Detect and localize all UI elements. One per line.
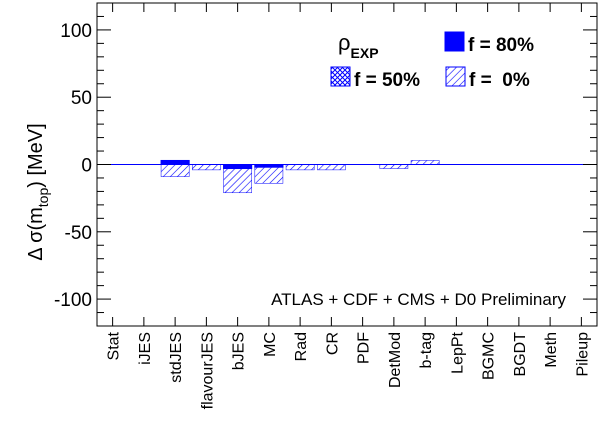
bar-diagonal-bjes [223, 164, 252, 194]
legend-rho-sub: EXP [351, 45, 379, 61]
legend-label-f80: f = 80% [468, 35, 534, 56]
bar-solid-stdjes [160, 159, 190, 165]
x-axis: Stat iJES stdJES flavourJES bJES MC Rad CR PDF De… [106, 3, 591, 409]
y-axis-title: Δ σ(mtop) [MeV] [25, 123, 51, 260]
bar-diagonal-rad [285, 164, 315, 171]
x-category-label: CR [324, 332, 341, 355]
y-tick-label: -100 [54, 290, 92, 311]
y-tick-label: -50 [65, 223, 92, 244]
y-axis-title-prefix: Δ σ(m [25, 207, 47, 260]
x-category-label: BGMC [481, 332, 498, 380]
legend-rho: ρEXP [338, 30, 379, 61]
legend-label-f50: f = 50% [354, 70, 420, 91]
legend-label-f0: f = 0% [469, 70, 530, 91]
bar-diagonal-cr [317, 164, 346, 171]
legend-swatch-f0 [445, 66, 466, 87]
x-category-label: DetMod [387, 332, 404, 388]
y-tick-label: 100 [60, 21, 92, 42]
x-category-label: Pileup [574, 332, 591, 377]
y-axis-title-sub: top [35, 188, 51, 208]
y-tick-label: 0 [81, 156, 92, 177]
bar-diagonal-stdjes [160, 164, 190, 177]
x-category-label: stdJES [168, 332, 185, 383]
legend: ρEXP f = 80% f = 50% f = 0% [330, 30, 534, 91]
x-category-label: BGDT [512, 332, 529, 377]
x-category-label: LepPt [449, 331, 466, 373]
legend-swatch-f50 [330, 66, 351, 87]
y-axis: 100 50 0 -50 -100 [54, 2, 597, 327]
legend-rho-symbol: ρ [338, 30, 351, 55]
x-category-label: Meth [543, 332, 560, 368]
y-tick-label: 50 [71, 88, 92, 109]
y-axis-title-suffix: ) [MeV] [25, 123, 47, 187]
bar-diagonal-detmod [379, 164, 409, 169]
x-category-label: b-tag [418, 332, 435, 368]
legend-swatch-f80 [444, 31, 465, 52]
x-category-label: MC [262, 332, 279, 357]
bar-diagonal-b-tag [410, 160, 440, 165]
x-category-label: PDF [356, 332, 373, 364]
bar-solid-bjes [223, 164, 253, 170]
x-category-label: bJES [231, 332, 248, 370]
x-category-label: flavourJES [199, 332, 216, 409]
bars-layer [160, 159, 440, 194]
x-category-label: Rad [293, 332, 310, 361]
bar-diagonal-flavourjes [192, 164, 221, 171]
annotation: ATLAS + CDF + CMS + D0 Preliminary [271, 290, 566, 309]
x-category-label: Stat [106, 331, 123, 360]
x-category-label: iJES [137, 332, 154, 365]
